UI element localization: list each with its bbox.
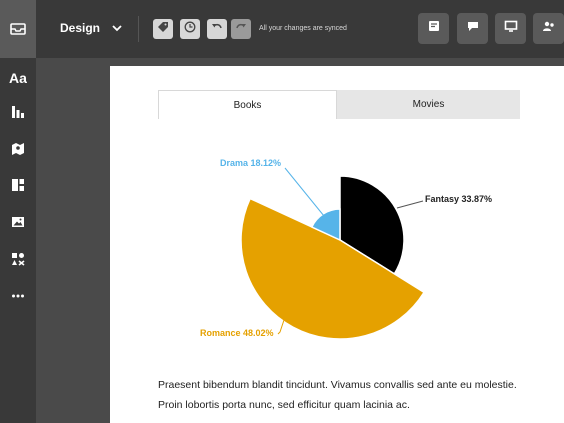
text-tool-button[interactable]: Aa xyxy=(0,63,36,93)
layout-icon xyxy=(11,178,25,197)
leader-line-fantasy xyxy=(396,200,424,209)
toolbar-divider xyxy=(138,16,139,42)
image-icon xyxy=(11,215,25,234)
pie-slice-drama[interactable] xyxy=(310,208,341,242)
note-icon xyxy=(427,19,441,38)
more-horizontal-icon xyxy=(11,289,25,308)
top-toolbar: Design All your changes are synced xyxy=(0,0,564,58)
notes-button[interactable] xyxy=(418,13,449,44)
pie-slice-romance[interactable] xyxy=(240,197,426,340)
slice-label-fantasy: Fantasy 33.87% xyxy=(425,194,492,204)
leader-line-romance xyxy=(277,301,291,335)
more-tools-button[interactable] xyxy=(0,283,36,313)
users-icon xyxy=(542,19,556,38)
shapes-tool-button[interactable] xyxy=(0,246,36,276)
inbox-icon[interactable] xyxy=(0,0,36,58)
document-page: Books Movies Fantasy 33.87% Romance 48.02… xyxy=(110,66,564,423)
sync-status: All your changes are synced xyxy=(259,25,347,32)
undo-icon xyxy=(211,20,223,38)
map-pin-icon xyxy=(11,142,25,161)
tab-bar: Books Movies xyxy=(158,90,520,119)
layout-tool-button[interactable] xyxy=(0,172,36,202)
chart-tool-button[interactable] xyxy=(0,99,36,129)
slice-label-drama: Drama 18.12% xyxy=(220,158,281,168)
shapes-icon xyxy=(11,252,25,271)
speech-bubble-icon xyxy=(466,19,480,38)
body-paragraph: Praesent bibendum blandit tincidunt. Viv… xyxy=(158,379,517,411)
pie-chart[interactable]: Fantasy 33.87% Romance 48.02% Drama 18.12% xyxy=(110,146,564,356)
tag-button[interactable] xyxy=(153,19,173,39)
comments-button[interactable] xyxy=(457,13,488,44)
chevron-down-icon[interactable] xyxy=(110,21,124,35)
preview-button[interactable] xyxy=(495,13,526,44)
redo-icon xyxy=(235,20,247,38)
clock-icon xyxy=(184,20,196,38)
history-button[interactable] xyxy=(180,19,200,39)
tab-books[interactable]: Books xyxy=(158,90,337,119)
map-tool-button[interactable] xyxy=(0,136,36,166)
image-tool-button[interactable] xyxy=(0,209,36,239)
share-button[interactable] xyxy=(533,13,564,44)
document-title[interactable]: Design xyxy=(60,21,101,35)
text-tool-label: Aa xyxy=(9,70,27,86)
redo-button[interactable] xyxy=(231,19,251,39)
bar-chart-icon xyxy=(11,105,25,124)
undo-button[interactable] xyxy=(207,19,227,39)
slice-label-romance: Romance 48.02% xyxy=(200,328,274,338)
tab-movies[interactable]: Movies xyxy=(412,99,445,110)
left-sidebar: Aa xyxy=(0,58,36,423)
monitor-icon xyxy=(504,19,518,38)
tag-icon xyxy=(157,20,169,38)
leader-line-drama xyxy=(284,167,325,217)
